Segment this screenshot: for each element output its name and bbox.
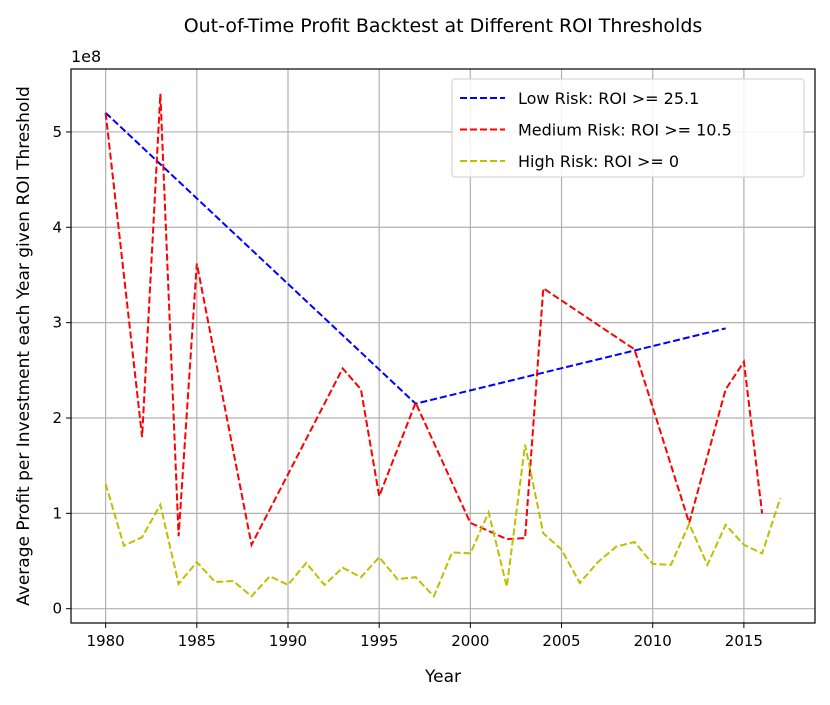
y-axis: 0 1 2 3 4 5 (52, 123, 71, 618)
x-tick-label: 1980 (87, 632, 125, 650)
x-axis: 1980 1985 1990 1995 2000 2005 2010 2015 (87, 623, 763, 650)
legend-label: High Risk: ROI >= 0 (518, 152, 679, 171)
series-lines (104, 93, 782, 599)
y-axis-label: Average Profit per Investment each Year … (14, 86, 34, 606)
legend-label: Low Risk: ROI >= 25.1 (518, 89, 699, 108)
y-offset-text: 1e8 (71, 47, 101, 66)
y-tick-label: 4 (52, 218, 62, 236)
chart-title: Out-of-Time Profit Backtest at Different… (184, 15, 703, 37)
legend-box (451, 78, 805, 178)
x-tick-label: 2005 (542, 632, 580, 650)
x-tick-label: 2000 (451, 632, 489, 650)
x-tick-label: 1990 (269, 632, 307, 650)
y-tick-label: 1 (52, 504, 62, 522)
x-tick-label: 1985 (178, 632, 216, 650)
x-axis-label: Year (424, 667, 461, 687)
y-tick-label: 0 (52, 600, 62, 618)
y-tick-label: 2 (52, 409, 62, 427)
legend-label: Medium Risk: ROI >= 10.5 (518, 121, 732, 140)
y-tick-label: 3 (52, 314, 62, 332)
series-line-2 (104, 444, 782, 599)
x-tick-label: 2015 (725, 632, 763, 650)
x-tick-label: 2010 (634, 632, 672, 650)
plot-frame (70, 68, 816, 624)
y-tick-label: 5 (52, 123, 62, 141)
legend: Low Risk: ROI >= 25.1 Medium Risk: ROI >=… (451, 78, 805, 178)
x-tick-label: 1995 (360, 632, 398, 650)
